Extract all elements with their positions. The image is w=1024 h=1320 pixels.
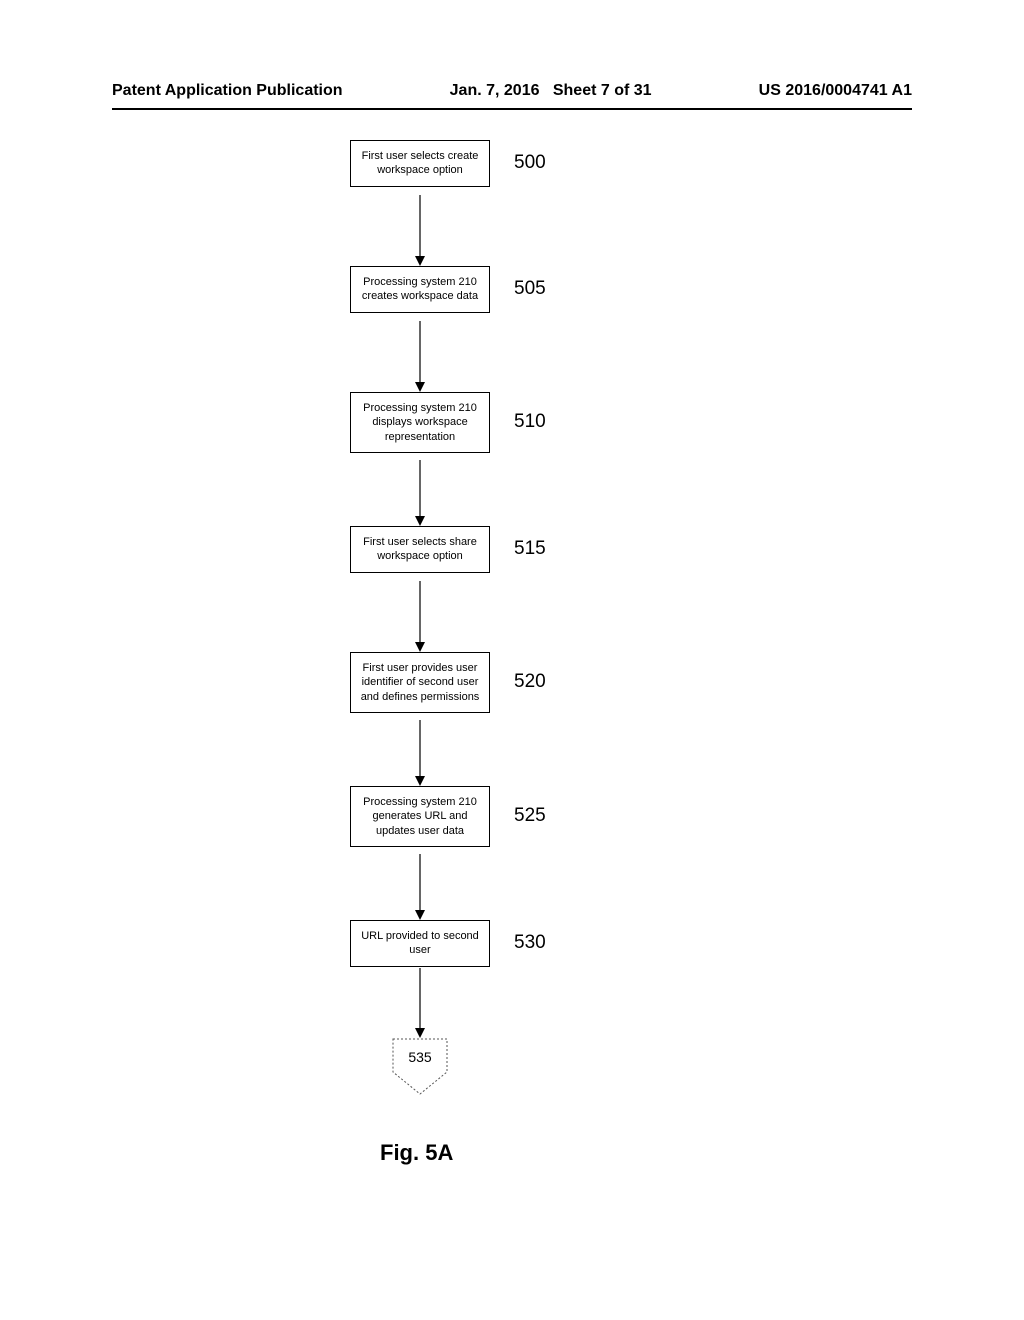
flow-step: URL provided to second user 530 <box>350 920 546 967</box>
offpage-connector: 535 <box>392 1038 448 1094</box>
header-date-sheet: Jan. 7, 2016 Sheet 7 of 31 <box>450 82 652 100</box>
flow-arrow <box>414 720 426 786</box>
header-rule <box>112 108 912 110</box>
header-sheet: Sheet 7 of 31 <box>553 82 652 99</box>
flow-arrow <box>414 195 426 266</box>
flow-step: Processing system 210 displays workspace… <box>350 392 546 453</box>
flow-arrow <box>414 968 426 1038</box>
flow-step: First user provides user identifier of s… <box>350 652 546 713</box>
flow-step-ref: 515 <box>514 538 546 560</box>
flow-step-box: First user selects share workspace optio… <box>350 526 490 573</box>
flow-step-box: Processing system 210 generates URL and … <box>350 786 490 847</box>
flow-arrow <box>414 854 426 920</box>
flow-step-box: First user provides user identifier of s… <box>350 652 490 713</box>
figure-label: Fig. 5A <box>380 1140 453 1166</box>
flow-step-box: Processing system 210 displays workspace… <box>350 392 490 453</box>
header-publication: Patent Application Publication <box>112 82 343 100</box>
flow-step-box: URL provided to second user <box>350 920 490 967</box>
flow-step-box: Processing system 210 creates workspace … <box>350 266 490 313</box>
flow-arrow <box>414 460 426 526</box>
flow-arrow <box>414 581 426 652</box>
flow-step-ref: 505 <box>514 278 546 300</box>
svg-text:535: 535 <box>408 1049 432 1065</box>
flow-step-ref: 525 <box>514 805 546 827</box>
flow-step-ref: 520 <box>514 671 546 693</box>
flow-step: First user selects share workspace optio… <box>350 526 546 573</box>
flow-step-ref: 510 <box>514 411 546 433</box>
page-header: Patent Application Publication Jan. 7, 2… <box>112 82 912 100</box>
flow-step-box: First user selects create workspace opti… <box>350 140 490 187</box>
flow-step-ref: 530 <box>514 932 546 954</box>
flow-step: First user selects create workspace opti… <box>350 140 546 187</box>
header-date: Jan. 7, 2016 <box>450 82 540 99</box>
flow-step-ref: 500 <box>514 152 546 174</box>
flow-step: Processing system 210 generates URL and … <box>350 786 546 847</box>
header-pubno: US 2016/0004741 A1 <box>759 82 912 100</box>
flow-arrow <box>414 321 426 392</box>
flow-step: Processing system 210 creates workspace … <box>350 266 546 313</box>
